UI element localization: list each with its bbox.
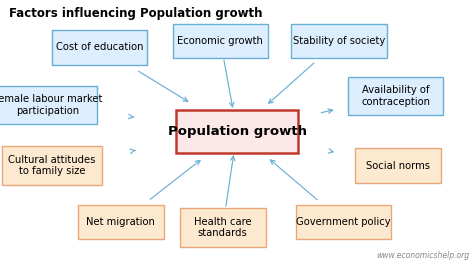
FancyBboxPatch shape bbox=[180, 208, 265, 247]
FancyBboxPatch shape bbox=[355, 148, 441, 183]
FancyBboxPatch shape bbox=[52, 30, 147, 65]
Text: Population growth: Population growth bbox=[167, 125, 307, 138]
FancyBboxPatch shape bbox=[291, 24, 386, 58]
Text: Net migration: Net migration bbox=[86, 217, 155, 227]
FancyBboxPatch shape bbox=[0, 86, 98, 124]
Text: Availability of
contraception: Availability of contraception bbox=[361, 85, 430, 107]
FancyBboxPatch shape bbox=[176, 110, 298, 153]
FancyBboxPatch shape bbox=[296, 205, 391, 239]
Text: Stability of society: Stability of society bbox=[293, 36, 385, 46]
Text: www.economicshelp.org: www.economicshelp.org bbox=[376, 251, 469, 260]
Text: Cost of education: Cost of education bbox=[56, 42, 143, 52]
FancyBboxPatch shape bbox=[173, 24, 268, 58]
Text: Factors influencing Population growth: Factors influencing Population growth bbox=[9, 7, 263, 19]
FancyBboxPatch shape bbox=[2, 146, 102, 185]
Text: Social norms: Social norms bbox=[366, 161, 430, 171]
Text: Economic growth: Economic growth bbox=[177, 36, 264, 46]
FancyBboxPatch shape bbox=[78, 205, 164, 239]
Text: Government policy: Government policy bbox=[296, 217, 391, 227]
Text: Cultural attitudes
to family size: Cultural attitudes to family size bbox=[9, 155, 96, 176]
Text: Health care
standards: Health care standards bbox=[194, 217, 252, 238]
Text: Female labour market
participation: Female labour market participation bbox=[0, 94, 102, 116]
FancyBboxPatch shape bbox=[348, 77, 444, 115]
